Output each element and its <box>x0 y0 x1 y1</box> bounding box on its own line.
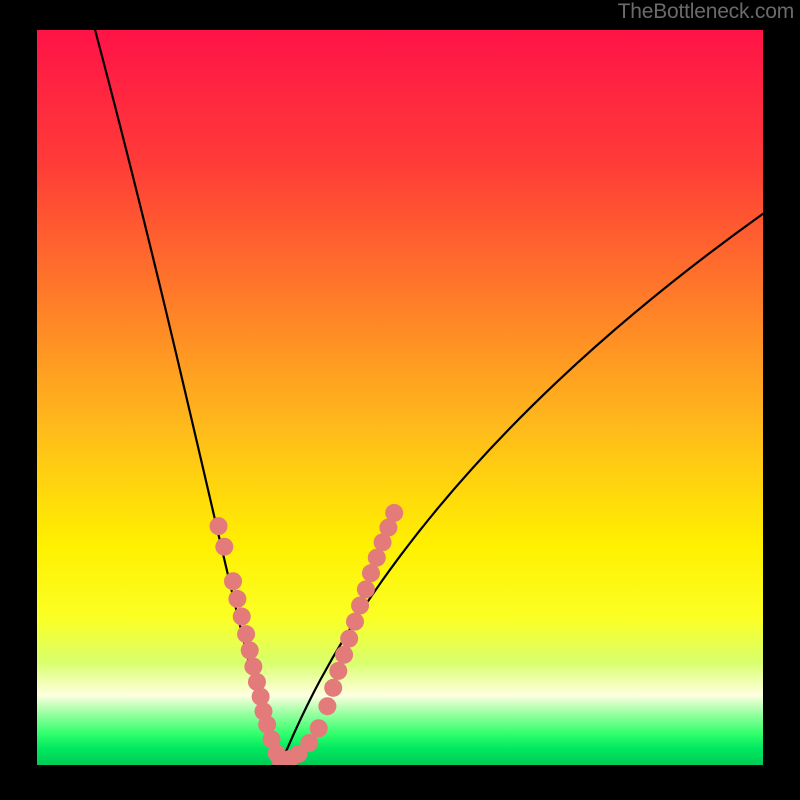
data-marker <box>329 662 347 680</box>
data-marker <box>241 641 259 659</box>
data-marker <box>368 549 386 567</box>
data-marker <box>346 613 364 631</box>
data-marker <box>310 719 328 737</box>
data-marker <box>233 608 251 626</box>
data-marker <box>351 597 369 615</box>
plot-area <box>37 30 763 765</box>
data-marker <box>237 625 255 643</box>
gradient-background <box>37 30 763 765</box>
data-marker <box>340 630 358 648</box>
data-marker <box>210 517 228 535</box>
data-marker <box>228 590 246 608</box>
chart-svg <box>37 30 763 765</box>
data-marker <box>215 538 233 556</box>
data-marker <box>318 697 336 715</box>
data-marker <box>244 658 262 676</box>
data-marker <box>335 646 353 664</box>
data-marker <box>357 580 375 598</box>
data-marker <box>385 504 403 522</box>
data-marker <box>362 564 380 582</box>
data-marker <box>324 679 342 697</box>
data-marker <box>224 572 242 590</box>
chart-stage: TheBottleneck.com <box>0 0 800 800</box>
watermark-text: TheBottleneck.com <box>618 0 794 24</box>
